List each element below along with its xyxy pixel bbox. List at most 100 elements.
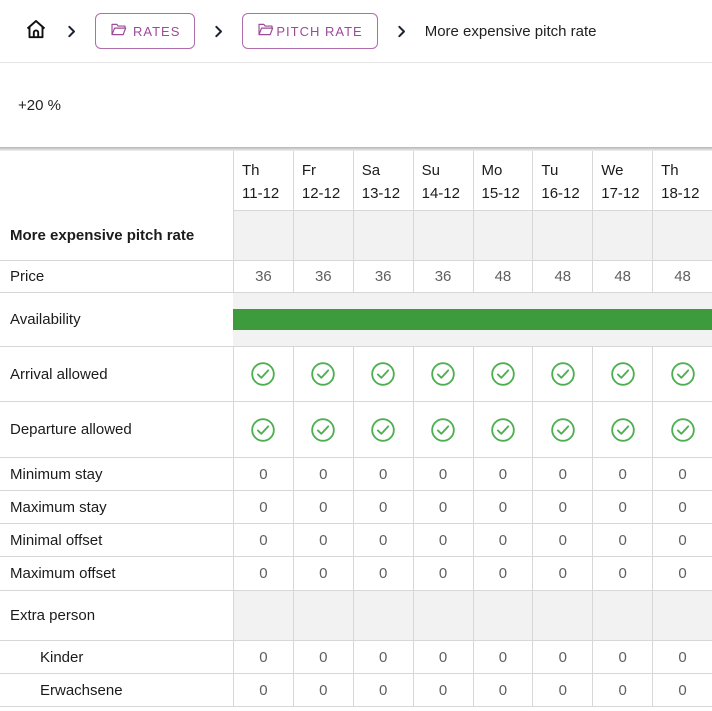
arrival-allowed-toggle[interactable]	[292, 347, 353, 401]
minimal-offset-cell[interactable]: 0	[352, 524, 413, 556]
column-header-date: 11-12	[242, 185, 280, 202]
home-button[interactable]	[24, 17, 48, 46]
departure-allowed-toggle[interactable]	[472, 402, 533, 457]
maximum-offset-cell[interactable]: 0	[412, 557, 473, 590]
price-cell[interactable]: 36	[352, 261, 413, 292]
table-row-arrival-allowed: Arrival allowed	[0, 347, 712, 402]
minimum-stay-cell[interactable]: 0	[532, 458, 593, 490]
maximum-stay-cell[interactable]: 0	[352, 491, 413, 523]
maximum-stay-cell[interactable]: 0	[532, 491, 593, 523]
minimum-stay-cell[interactable]: 0	[233, 458, 293, 490]
row-label-extra-person: Extra person	[0, 591, 233, 640]
kinder-cell[interactable]: 0	[233, 641, 293, 673]
extra-person-cell	[412, 591, 473, 640]
price-cell[interactable]: 48	[532, 261, 593, 292]
maximum-stay-cell[interactable]: 0	[652, 491, 712, 523]
arrival-allowed-toggle[interactable]	[233, 347, 293, 401]
column-header-tu-16-12: Tu 16-12	[532, 151, 593, 211]
minimum-stay-cell[interactable]: 0	[472, 458, 533, 490]
price-cell[interactable]: 36	[233, 261, 293, 292]
kinder-cell[interactable]: 0	[412, 641, 473, 673]
price-cell[interactable]: 48	[652, 261, 712, 292]
erwachsene-cell[interactable]: 0	[652, 674, 712, 706]
open-folder-icon	[110, 22, 127, 40]
erwachsene-cell[interactable]: 0	[592, 674, 653, 706]
departure-allowed-toggle[interactable]	[233, 402, 293, 457]
arrival-allowed-toggle[interactable]	[352, 347, 413, 401]
erwachsene-cell[interactable]: 0	[472, 674, 533, 706]
kinder-cell[interactable]: 0	[292, 641, 353, 673]
minimal-offset-cell[interactable]: 0	[292, 524, 353, 556]
erwachsene-cell[interactable]: 0	[352, 674, 413, 706]
maximum-offset-cell[interactable]: 0	[472, 557, 533, 590]
erwachsene-cell[interactable]: 0	[233, 674, 293, 706]
table-row-minimum-stay: Minimum stay 0 0 0 0 0 0 0 0	[0, 458, 712, 491]
rate-summary-section: +20 %	[0, 63, 712, 147]
availability-bar[interactable]	[233, 309, 712, 330]
availability-strip[interactable]	[233, 293, 712, 346]
row-label-maximum-offset: Maximum offset	[0, 557, 233, 590]
maximum-stay-cell[interactable]: 0	[412, 491, 473, 523]
departure-allowed-toggle[interactable]	[352, 402, 413, 457]
maximum-stay-cell[interactable]: 0	[292, 491, 353, 523]
row-label-availability: Availability	[0, 293, 233, 346]
breadcrumb: RATES PITCH RATE More expensive pitch ra…	[0, 0, 712, 63]
erwachsene-cell[interactable]: 0	[292, 674, 353, 706]
price-cell[interactable]: 36	[412, 261, 473, 292]
minimal-offset-cell[interactable]: 0	[412, 524, 473, 556]
arrival-allowed-toggle[interactable]	[652, 347, 712, 401]
row-label-arrival-allowed: Arrival allowed	[0, 347, 233, 401]
minimum-stay-cell[interactable]: 0	[652, 458, 712, 490]
maximum-offset-cell[interactable]: 0	[233, 557, 293, 590]
table-row-erwachsene: Erwachsene 0 0 0 0 0 0 0 0	[0, 674, 712, 707]
maximum-stay-cell[interactable]: 0	[233, 491, 293, 523]
price-cell[interactable]: 36	[292, 261, 353, 292]
arrival-allowed-toggle[interactable]	[472, 347, 533, 401]
minimum-stay-cell[interactable]: 0	[412, 458, 473, 490]
minimum-stay-cell[interactable]: 0	[292, 458, 353, 490]
kinder-cell[interactable]: 0	[472, 641, 533, 673]
minimal-offset-cell[interactable]: 0	[592, 524, 653, 556]
kinder-cell[interactable]: 0	[532, 641, 593, 673]
erwachsene-cell[interactable]: 0	[532, 674, 593, 706]
row-label-departure-allowed: Departure allowed	[0, 402, 233, 457]
arrival-allowed-toggle[interactable]	[532, 347, 593, 401]
minimal-offset-cell[interactable]: 0	[233, 524, 293, 556]
arrival-allowed-toggle[interactable]	[412, 347, 473, 401]
maximum-offset-cell[interactable]: 0	[292, 557, 353, 590]
departure-allowed-toggle[interactable]	[592, 402, 653, 457]
kinder-cell[interactable]: 0	[652, 641, 712, 673]
maximum-stay-cell[interactable]: 0	[592, 491, 653, 523]
price-cell[interactable]: 48	[472, 261, 533, 292]
departure-allowed-toggle[interactable]	[652, 402, 712, 457]
price-cell[interactable]: 48	[592, 261, 653, 292]
check-circle-icon	[250, 417, 276, 443]
minimal-offset-cell[interactable]: 0	[472, 524, 533, 556]
extra-person-cell	[592, 591, 653, 640]
arrival-allowed-toggle[interactable]	[592, 347, 653, 401]
breadcrumb-pitch-rate-button[interactable]: PITCH RATE	[242, 13, 378, 49]
departure-allowed-toggle[interactable]	[532, 402, 593, 457]
departure-allowed-toggle[interactable]	[292, 402, 353, 457]
header-empty-cell	[0, 151, 233, 211]
breadcrumb-rates-button[interactable]: RATES	[95, 13, 196, 49]
minimal-offset-cell[interactable]: 0	[652, 524, 712, 556]
kinder-cell[interactable]: 0	[592, 641, 653, 673]
minimum-stay-cell[interactable]: 0	[352, 458, 413, 490]
erwachsene-cell[interactable]: 0	[412, 674, 473, 706]
departure-allowed-toggle[interactable]	[412, 402, 473, 457]
maximum-offset-cell[interactable]: 0	[652, 557, 712, 590]
table-row-price: Price 36 36 36 36 48 48 48 48	[0, 261, 712, 293]
column-header-day: Tu	[541, 162, 559, 179]
minimal-offset-cell[interactable]: 0	[532, 524, 593, 556]
minimum-stay-cell[interactable]: 0	[592, 458, 653, 490]
maximum-offset-cell[interactable]: 0	[592, 557, 653, 590]
row-label-minimal-offset: Minimal offset	[0, 524, 233, 556]
row-label-maximum-stay: Maximum stay	[0, 491, 233, 523]
table-row-minimal-offset: Minimal offset 0 0 0 0 0 0 0 0	[0, 524, 712, 557]
kinder-cell[interactable]: 0	[352, 641, 413, 673]
maximum-offset-cell[interactable]: 0	[532, 557, 593, 590]
maximum-offset-cell[interactable]: 0	[352, 557, 413, 590]
maximum-stay-cell[interactable]: 0	[472, 491, 533, 523]
check-circle-icon	[490, 417, 516, 443]
